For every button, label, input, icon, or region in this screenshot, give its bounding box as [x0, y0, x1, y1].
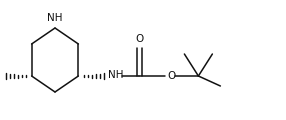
Text: NH: NH [47, 13, 63, 23]
Text: O: O [135, 34, 144, 44]
Text: NH: NH [108, 70, 124, 80]
Text: O: O [167, 71, 176, 81]
